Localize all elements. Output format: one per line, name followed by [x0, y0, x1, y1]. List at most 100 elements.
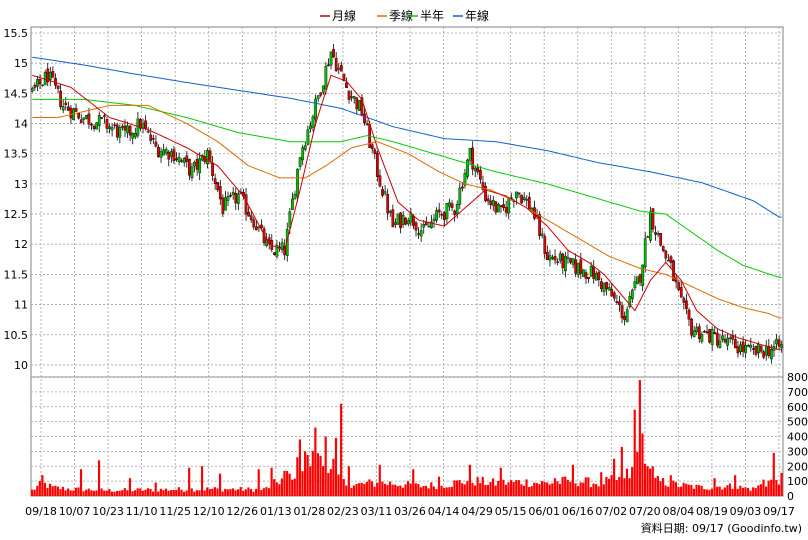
candle-body: [231, 191, 235, 195]
volume-bar: [383, 483, 386, 496]
volume-bar: [182, 491, 186, 496]
volume-bar: [551, 483, 554, 496]
candle-body: [566, 257, 570, 259]
footer-date-label: 資料日期: 09/17 (Goodinfo.tw): [641, 521, 802, 535]
volume-bar: [226, 489, 229, 496]
candle-body: [448, 202, 451, 207]
volume-bar: [309, 466, 312, 496]
candle-body: [314, 98, 317, 120]
volume-bar: [566, 479, 569, 496]
volume-bar: [698, 485, 701, 496]
volume-bar: [579, 482, 582, 496]
candle-body: [576, 262, 580, 275]
volume-bar: [288, 473, 291, 496]
volume-bar: [448, 487, 451, 496]
volume-bar: [703, 489, 706, 496]
volume-bar: [767, 480, 770, 496]
candle-body: [690, 318, 693, 336]
candle-body: [79, 119, 83, 123]
volume-bar: [731, 488, 734, 496]
volume-bar: [656, 475, 659, 496]
volume-bar: [602, 484, 605, 496]
candle-body: [97, 115, 101, 126]
volume-bar: [126, 490, 129, 496]
candle-body: [406, 220, 410, 225]
volume-bar: [41, 475, 44, 496]
candle-body: [677, 282, 681, 291]
candle-body: [121, 126, 124, 128]
candle-body: [764, 345, 768, 356]
candle-body: [190, 166, 194, 179]
candle-body: [417, 233, 420, 235]
candle-body: [64, 102, 68, 105]
price-tick-label: 12: [14, 238, 28, 251]
candle-body: [113, 124, 117, 126]
candle-body: [432, 218, 436, 222]
volume-bar: [265, 487, 268, 496]
volume-bar: [535, 483, 538, 496]
volume-bar: [600, 472, 603, 496]
ma-half-line: [32, 98, 782, 278]
candle-body: [522, 197, 526, 200]
volume-bar: [141, 490, 144, 496]
candle-body: [708, 329, 711, 343]
candle-body: [396, 214, 400, 225]
volume-bar: [200, 466, 204, 496]
volume-bar: [56, 486, 59, 496]
axes: 10 10.5 11 11.5 12 12.5 13 13.5 14 14.5 15 15.5 0 100…: [4, 27, 808, 518]
candle-body: [221, 197, 225, 214]
volume-bar: [121, 490, 124, 496]
price-tick-label: 13.5: [4, 148, 29, 161]
candle-body: [38, 79, 42, 85]
volume-bar: [252, 491, 255, 496]
candle-body: [543, 236, 547, 254]
candle-body: [164, 149, 168, 154]
candle-body: [87, 113, 91, 125]
candle-body: [574, 259, 578, 274]
volume-bar: [721, 489, 724, 496]
candle-body: [461, 186, 464, 189]
ma-month-line: [32, 74, 782, 351]
volume-bar: [67, 488, 70, 496]
volume-bar: [476, 477, 479, 496]
volume-bar: [772, 452, 775, 496]
candle-body: [350, 96, 353, 99]
volume-tick-label: 700: [787, 386, 808, 399]
volume-tick-label: 400: [787, 431, 808, 444]
volume-bar: [296, 457, 299, 496]
candle-body: [48, 72, 52, 81]
volume-bar: [425, 485, 428, 496]
x-tick-label: 10/07: [59, 505, 91, 518]
volume-bar: [115, 491, 119, 496]
candle-body: [46, 68, 50, 83]
volume-bar: [623, 478, 626, 496]
candle-body: [90, 124, 93, 126]
candle-body: [381, 189, 384, 196]
candle-body: [587, 277, 590, 279]
candle-body: [649, 211, 652, 241]
volume-bar: [512, 482, 515, 496]
candle-body: [494, 201, 498, 213]
volume-bar: [638, 379, 641, 496]
volume-bar: [520, 484, 523, 496]
x-tick-label: 09/17: [763, 505, 795, 518]
volume-bar: [396, 486, 399, 496]
volume-bar: [641, 433, 644, 496]
volume-bar: [700, 485, 703, 496]
candle-body: [131, 133, 135, 139]
legend-label-quarter: 季線: [389, 8, 413, 23]
volume-bar: [432, 486, 435, 496]
volume-bar: [388, 481, 392, 496]
legend-label-month: 月線: [332, 8, 356, 23]
volume-bar: [100, 488, 103, 496]
volume-bar: [188, 467, 191, 496]
candle-body: [139, 119, 142, 129]
candle-body: [455, 204, 459, 214]
volume-bar: [332, 458, 335, 496]
moving-averages: [32, 56, 782, 351]
volume-bar: [340, 403, 343, 496]
candle-body: [463, 173, 467, 186]
volume-bar: [718, 486, 721, 496]
candle-body: [615, 301, 619, 303]
volume-bar: [193, 491, 196, 496]
